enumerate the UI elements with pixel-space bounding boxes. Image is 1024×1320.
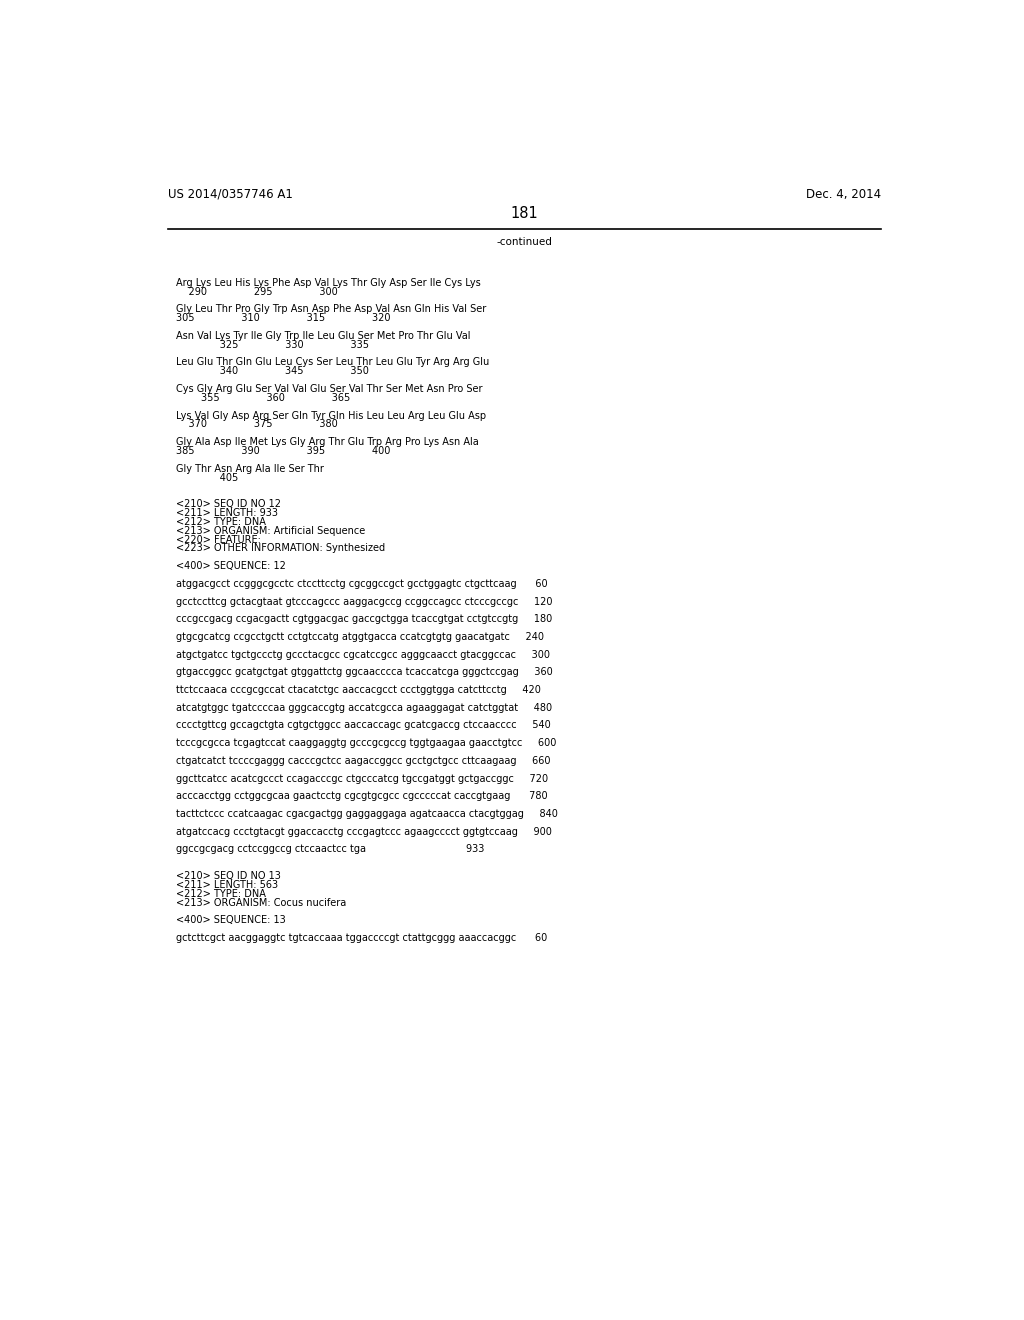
Text: tcccgcgcca tcgagtccat caaggaggtg gcccgcgccg tggtgaagaa gaacctgtcc     600: tcccgcgcca tcgagtccat caaggaggtg gcccgcg… bbox=[176, 738, 556, 748]
Text: <211> LENGTH: 933: <211> LENGTH: 933 bbox=[176, 508, 279, 517]
Text: tacttctccc ccatcaagac cgacgactgg gaggaggaga agatcaacca ctacgtggag     840: tacttctccc ccatcaagac cgacgactgg gaggagg… bbox=[176, 809, 558, 818]
Text: 405: 405 bbox=[176, 473, 239, 483]
Text: Cys Gly Arg Glu Ser Val Val Glu Ser Val Thr Ser Met Asn Pro Ser: Cys Gly Arg Glu Ser Val Val Glu Ser Val … bbox=[176, 384, 482, 393]
Text: 355               360               365: 355 360 365 bbox=[176, 393, 350, 403]
Text: 290               295               300: 290 295 300 bbox=[176, 286, 338, 297]
Text: ctgatcatct tccccgaggg cacccgctcc aagaccggcc gcctgctgcc cttcaagaag     660: ctgatcatct tccccgaggg cacccgctcc aagaccg… bbox=[176, 756, 551, 766]
Text: <400> SEQUENCE: 13: <400> SEQUENCE: 13 bbox=[176, 915, 286, 925]
Text: Leu Glu Thr Gln Glu Leu Cys Ser Leu Thr Leu Glu Tyr Arg Arg Glu: Leu Glu Thr Gln Glu Leu Cys Ser Leu Thr … bbox=[176, 358, 489, 367]
Text: Arg Lys Leu His Lys Phe Asp Val Lys Thr Gly Asp Ser Ile Cys Lys: Arg Lys Leu His Lys Phe Asp Val Lys Thr … bbox=[176, 277, 481, 288]
Text: cccgccgacg ccgacgactt cgtggacgac gaccgctgga tcaccgtgat cctgtccgtg     180: cccgccgacg ccgacgactt cgtggacgac gaccgct… bbox=[176, 614, 552, 624]
Text: <213> ORGANISM: Artificial Sequence: <213> ORGANISM: Artificial Sequence bbox=[176, 525, 366, 536]
Text: Gly Leu Thr Pro Gly Trp Asn Asp Phe Asp Val Asn Gln His Val Ser: Gly Leu Thr Pro Gly Trp Asn Asp Phe Asp … bbox=[176, 305, 486, 314]
Text: atggacgcct ccgggcgcctc ctccttcctg cgcggccgct gcctggagtc ctgcttcaag      60: atggacgcct ccgggcgcctc ctccttcctg cgcggc… bbox=[176, 579, 548, 589]
Text: <400> SEQUENCE: 12: <400> SEQUENCE: 12 bbox=[176, 561, 286, 572]
Text: <223> OTHER INFORMATION: Synthesized: <223> OTHER INFORMATION: Synthesized bbox=[176, 544, 385, 553]
Text: Lys Val Gly Asp Arg Ser Gln Tyr Gln His Leu Leu Arg Leu Glu Asp: Lys Val Gly Asp Arg Ser Gln Tyr Gln His … bbox=[176, 411, 486, 421]
Text: 325               330               335: 325 330 335 bbox=[176, 339, 369, 350]
Text: 181: 181 bbox=[511, 206, 539, 222]
Text: atgctgatcc tgctgccctg gccctacgcc cgcatccgcc agggcaacct gtacggccac     300: atgctgatcc tgctgccctg gccctacgcc cgcatcc… bbox=[176, 649, 550, 660]
Text: US 2014/0357746 A1: US 2014/0357746 A1 bbox=[168, 187, 293, 201]
Text: <213> ORGANISM: Cocus nucifera: <213> ORGANISM: Cocus nucifera bbox=[176, 898, 346, 908]
Text: ggcttcatcc acatcgccct ccagacccgc ctgcccatcg tgccgatggt gctgaccggc     720: ggcttcatcc acatcgccct ccagacccgc ctgccca… bbox=[176, 774, 548, 784]
Text: Gly Ala Asp Ile Met Lys Gly Arg Thr Glu Trp Arg Pro Lys Asn Ala: Gly Ala Asp Ile Met Lys Gly Arg Thr Glu … bbox=[176, 437, 479, 447]
Text: <210> SEQ ID NO 13: <210> SEQ ID NO 13 bbox=[176, 871, 281, 880]
Text: 340               345               350: 340 345 350 bbox=[176, 367, 369, 376]
Text: <211> LENGTH: 563: <211> LENGTH: 563 bbox=[176, 880, 279, 890]
Text: Dec. 4, 2014: Dec. 4, 2014 bbox=[806, 187, 882, 201]
Text: <212> TYPE: DNA: <212> TYPE: DNA bbox=[176, 517, 266, 527]
Text: -continued: -continued bbox=[497, 238, 553, 247]
Text: 370               375               380: 370 375 380 bbox=[176, 420, 338, 429]
Text: gcctccttcg gctacgtaat gtcccagccc aaggacgccg ccggccagcc ctcccgccgc     120: gcctccttcg gctacgtaat gtcccagccc aaggacg… bbox=[176, 597, 553, 606]
Text: <212> TYPE: DNA: <212> TYPE: DNA bbox=[176, 888, 266, 899]
Text: ttctccaaca cccgcgccat ctacatctgc aaccacgcct ccctggtgga catcttcctg     420: ttctccaaca cccgcgccat ctacatctgc aaccacg… bbox=[176, 685, 541, 696]
Text: gctcttcgct aacggaggtc tgtcaccaaa tggaccccgt ctattgcggg aaaccacggc      60: gctcttcgct aacggaggtc tgtcaccaaa tggaccc… bbox=[176, 933, 547, 942]
Text: gtgaccggcc gcatgctgat gtggattctg ggcaacccca tcaccatcga gggctccgag     360: gtgaccggcc gcatgctgat gtggattctg ggcaacc… bbox=[176, 668, 553, 677]
Text: acccacctgg cctggcgcaa gaactcctg cgcgtgcgcc cgcccccat caccgtgaag      780: acccacctgg cctggcgcaa gaactcctg cgcgtgcg… bbox=[176, 792, 548, 801]
Text: gtgcgcatcg ccgcctgctt cctgtccatg atggtgacca ccatcgtgtg gaacatgatc     240: gtgcgcatcg ccgcctgctt cctgtccatg atggtga… bbox=[176, 632, 544, 642]
Text: Gly Thr Asn Arg Ala Ile Ser Thr: Gly Thr Asn Arg Ala Ile Ser Thr bbox=[176, 463, 324, 474]
Text: ggccgcgacg cctccggccg ctccaactcc tga                                933: ggccgcgacg cctccggccg ctccaactcc tga 933 bbox=[176, 845, 484, 854]
Text: 305               310               315               320: 305 310 315 320 bbox=[176, 313, 390, 323]
Text: atgatccacg ccctgtacgt ggaccacctg cccgagtccc agaagcccct ggtgtccaag     900: atgatccacg ccctgtacgt ggaccacctg cccgagt… bbox=[176, 826, 552, 837]
Text: atcatgtggc tgatccccaa gggcaccgtg accatcgcca agaaggagat catctggtat     480: atcatgtggc tgatccccaa gggcaccgtg accatcg… bbox=[176, 702, 552, 713]
Text: 385               390               395               400: 385 390 395 400 bbox=[176, 446, 390, 455]
Text: cccctgttcg gccagctgta cgtgctggcc aaccaccagc gcatcgaccg ctccaacccc     540: cccctgttcg gccagctgta cgtgctggcc aaccacc… bbox=[176, 721, 551, 730]
Text: <210> SEQ ID NO 12: <210> SEQ ID NO 12 bbox=[176, 499, 281, 510]
Text: <220> FEATURE:: <220> FEATURE: bbox=[176, 535, 261, 545]
Text: Asn Val Lys Tyr Ile Gly Trp Ile Leu Glu Ser Met Pro Thr Glu Val: Asn Val Lys Tyr Ile Gly Trp Ile Leu Glu … bbox=[176, 331, 471, 341]
